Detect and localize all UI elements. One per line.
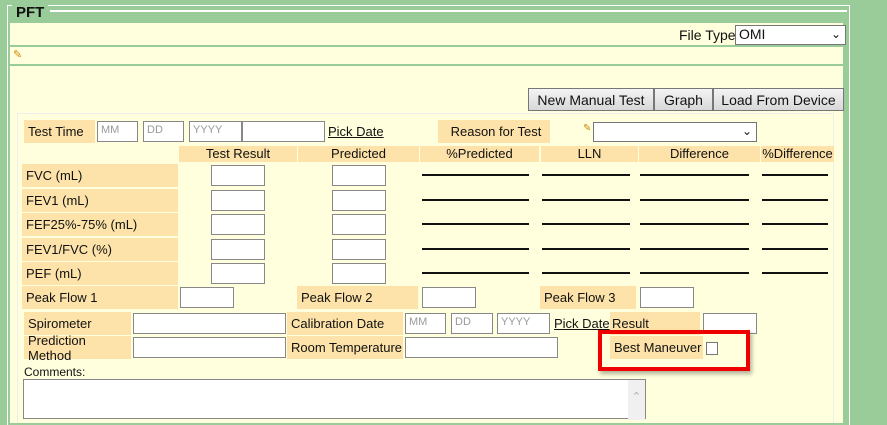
pct-difference-value [762, 272, 828, 274]
pct-predicted-value [422, 272, 529, 274]
lln-value [542, 248, 630, 250]
row-label: FVC (mL) [22, 164, 178, 187]
title-rule [50, 10, 847, 12]
edit-icon[interactable]: ✎ [13, 49, 23, 61]
spirometer-input[interactable] [133, 313, 286, 334]
load-from-device-button[interactable]: Load From Device [713, 88, 844, 111]
room-temperature-input[interactable] [405, 337, 558, 358]
pct-difference-value [762, 248, 828, 250]
result-label: Result [610, 312, 700, 335]
peak-flow-2-label: Peak Flow 2 [297, 286, 418, 309]
graph-button[interactable]: Graph [654, 88, 713, 111]
test-time-label: Test Time [24, 120, 95, 143]
lln-value [542, 272, 630, 274]
row-label: PEF (mL) [22, 262, 178, 285]
reason-label: Reason for Test [438, 120, 550, 143]
pct-predicted-value [422, 174, 529, 176]
pct-predicted-value [422, 248, 529, 250]
calibration-date-label: Calibration Date [287, 312, 403, 335]
pft-panel [7, 5, 850, 425]
calibration-month-input[interactable]: MM [405, 313, 446, 334]
pct-difference-value [762, 223, 828, 225]
predicted-input[interactable] [332, 190, 386, 211]
test-result-input[interactable] [211, 190, 265, 211]
difference-value [640, 174, 749, 176]
test-result-input[interactable] [211, 165, 265, 186]
difference-value [640, 223, 749, 225]
spirometer-label: Spirometer [24, 312, 131, 335]
prediction-method-label: Prediction Method [24, 333, 131, 363]
col-predicted: Predicted [298, 146, 419, 162]
peak-flow-1-input[interactable] [180, 287, 234, 308]
col-lln: LLN [541, 146, 638, 162]
row-label: FEV1 (mL) [22, 189, 178, 212]
difference-value [640, 272, 749, 274]
pct-difference-value [762, 199, 828, 201]
row-label: FEF25%-75% (mL) [22, 213, 178, 236]
predicted-input[interactable] [332, 263, 386, 284]
peak-flow-1-label: Peak Flow 1 [22, 286, 178, 309]
section-title: PFT [12, 4, 49, 21]
comments-textarea[interactable]: ⌃ [23, 379, 646, 420]
best-maneuver-label: Best Maneuver [610, 336, 703, 359]
new-manual-test-button[interactable]: New Manual Test [528, 88, 654, 111]
lln-value [542, 199, 630, 201]
test-year-input[interactable]: YYYY [189, 121, 242, 142]
test-form [17, 113, 834, 423]
difference-value [640, 248, 749, 250]
test-day-input[interactable]: DD [143, 121, 184, 142]
pct-difference-value [762, 174, 828, 176]
file-type-value: OMI [739, 26, 766, 42]
peak-flow-3-label: Peak Flow 3 [540, 286, 636, 309]
best-maneuver-checkbox[interactable] [706, 342, 718, 355]
peak-flow-3-input[interactable] [640, 287, 694, 308]
difference-value [640, 199, 749, 201]
lln-value [542, 223, 630, 225]
test-time-input[interactable] [242, 121, 325, 142]
col-pct-difference: %Difference [761, 146, 834, 162]
col-difference: Difference [639, 146, 760, 162]
chevron-down-icon: ⌄ [741, 124, 752, 138]
predicted-input[interactable] [332, 165, 386, 186]
pct-predicted-value [422, 199, 529, 201]
pick-date-link[interactable]: Pick Date [328, 124, 384, 139]
pct-predicted-value [422, 223, 529, 225]
prediction-method-input[interactable] [133, 337, 286, 358]
test-result-input[interactable] [211, 214, 265, 235]
highlight-box [598, 330, 750, 371]
divider [10, 45, 843, 47]
calibration-year-input[interactable]: YYYY [497, 313, 550, 334]
lln-value [542, 174, 630, 176]
divider [10, 64, 843, 66]
test-month-input[interactable]: MM [97, 121, 138, 142]
peak-flow-2-input[interactable] [422, 287, 476, 308]
calibration-pick-date-link[interactable]: Pick Date [554, 316, 610, 331]
col-test-result: Test Result [179, 146, 297, 162]
predicted-input[interactable] [332, 214, 386, 235]
file-type-label: File Type: [679, 27, 740, 43]
reason-select[interactable]: ⌄ [593, 122, 757, 142]
test-result-input[interactable] [211, 239, 265, 260]
test-result-input[interactable] [211, 263, 265, 284]
scrollbar[interactable]: ⌃ [628, 380, 645, 420]
room-temperature-label: Room Temperature [287, 336, 403, 359]
row-label: FEV1/FVC (%) [22, 238, 178, 261]
comments-label: Comments: [24, 365, 86, 379]
edit-icon[interactable]: ✎ [583, 123, 592, 134]
predicted-input[interactable] [332, 239, 386, 260]
calibration-day-input[interactable]: DD [451, 313, 493, 334]
col-pct-predicted: %Predicted [420, 146, 539, 162]
chevron-down-icon: ⌄ [830, 27, 841, 41]
file-type-select[interactable]: OMI ⌄ [735, 25, 846, 45]
